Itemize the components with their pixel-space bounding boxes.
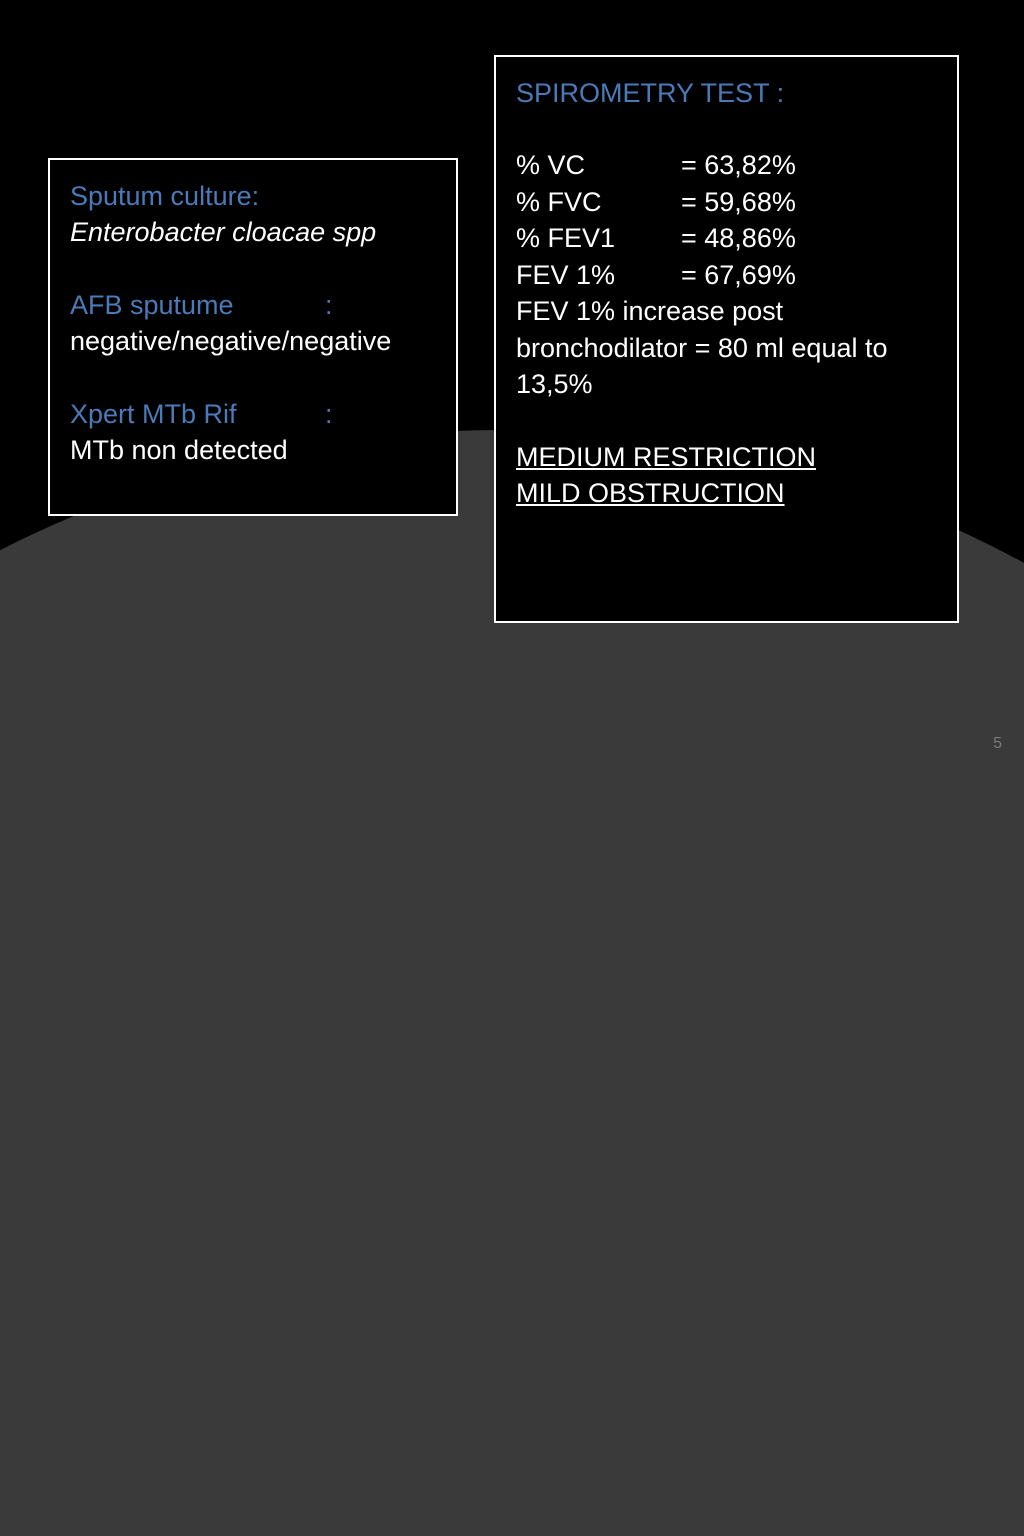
page-number: 5 (993, 735, 1002, 753)
xpert-label: Xpert MTb Rif: (70, 396, 436, 432)
spirometry-row-fvc: % FVC= 59,68% (516, 184, 937, 220)
spirometry-row-fev1: % FEV1= 48,86% (516, 220, 937, 256)
spirometry-row-fev1pct: FEV 1%= 67,69% (516, 257, 937, 293)
left-panel: Sputum culture: Enterobacter cloacae spp… (48, 158, 458, 516)
sputum-culture-value: Enterobacter cloacae spp (70, 214, 436, 250)
sputum-culture-label: Sputum culture: (70, 178, 436, 214)
afb-label: AFB sputume: (70, 287, 436, 323)
conclusion-obstruction: MILD OBSTRUCTION (516, 475, 937, 511)
spirometry-title: SPIROMETRY TEST : (516, 75, 937, 111)
xpert-value: MTb non detected (70, 432, 436, 468)
spirometry-row-vc: % VC= 63,82% (516, 147, 937, 183)
conclusion-restriction: MEDIUM RESTRICTION (516, 439, 937, 475)
afb-value: negative/negative/negative (70, 323, 436, 359)
right-panel: SPIROMETRY TEST : % VC= 63,82% % FVC= 59… (494, 55, 959, 623)
spirometry-note: FEV 1% increase post bronchodilator = 80… (516, 293, 937, 402)
